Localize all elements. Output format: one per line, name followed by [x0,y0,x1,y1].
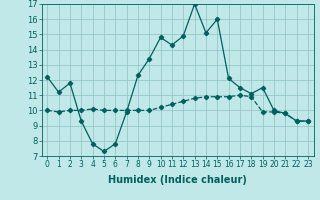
X-axis label: Humidex (Indice chaleur): Humidex (Indice chaleur) [108,175,247,185]
